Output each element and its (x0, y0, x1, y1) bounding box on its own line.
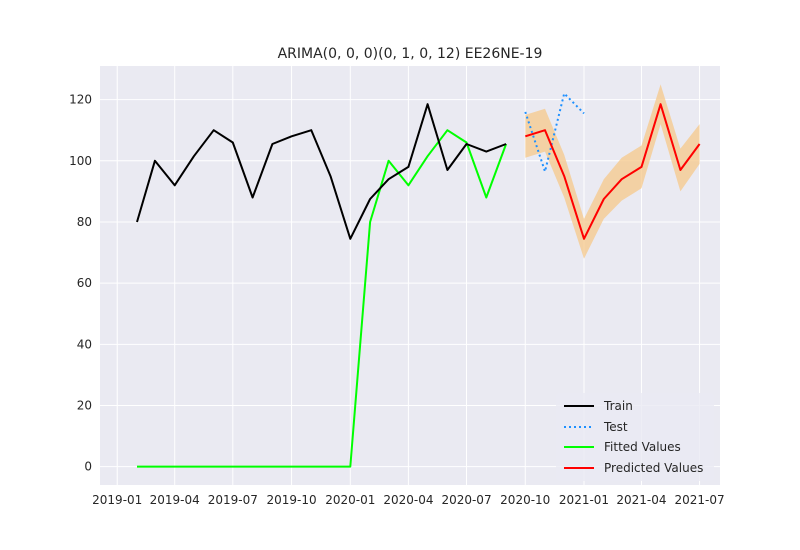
y-tick-label: 40 (77, 337, 92, 351)
legend-label-train: Train (603, 399, 633, 413)
x-tick-label: 2021-04 (616, 493, 666, 507)
x-tick-label: 2021-07 (674, 493, 724, 507)
x-tick-label: 2021-01 (559, 493, 609, 507)
x-tick-label: 2020-01 (325, 493, 375, 507)
x-tick-label: 2019-07 (208, 493, 258, 507)
legend-box (556, 393, 714, 481)
train-line (136, 103, 507, 240)
fitted-values-line (137, 129, 508, 468)
x-tick-label: 2020-07 (441, 493, 491, 507)
prediction-confidence-band (525, 84, 700, 259)
x-tick-label: 2020-04 (383, 493, 433, 507)
test-line (524, 92, 585, 173)
x-tick-label: 2019-10 (266, 493, 316, 507)
y-tick-label: 60 (77, 276, 92, 290)
chart-title: ARIMA(0, 0, 0)(0, 1, 0, 12) EE26NE-19 (278, 46, 543, 62)
x-tick-label: 2019-04 (150, 493, 200, 507)
x-tick-labels: 2019-01 2019-04 2019-07 2019-10 2020-01 2020-… (92, 493, 724, 507)
y-tick-label: 0 (84, 460, 92, 474)
x-tick-label: 2020-10 (500, 493, 550, 507)
legend: Train Test Fitted Values Predicted Value… (556, 393, 714, 481)
legend-label-test: Test (603, 420, 628, 434)
predicted-values-line (525, 103, 701, 240)
legend-item-predicted-values: Predicted Values (564, 461, 703, 475)
legend-item-train: Train (564, 399, 633, 413)
legend-item-fitted-values: Fitted Values (564, 440, 681, 454)
y-tick-label: 100 (69, 154, 92, 168)
y-tick-label: 20 (77, 398, 92, 412)
y-tick-label: 80 (77, 215, 92, 229)
legend-label-fitted-values: Fitted Values (604, 440, 681, 454)
y-tick-label: 120 (69, 93, 92, 107)
y-tick-labels: 0 20 40 60 80 100 120 (69, 93, 92, 474)
series-lines (136, 92, 701, 468)
x-tick-label: 2019-01 (92, 493, 142, 507)
legend-label-predicted-values: Predicted Values (604, 461, 703, 475)
legend-item-test: Test (564, 420, 628, 434)
